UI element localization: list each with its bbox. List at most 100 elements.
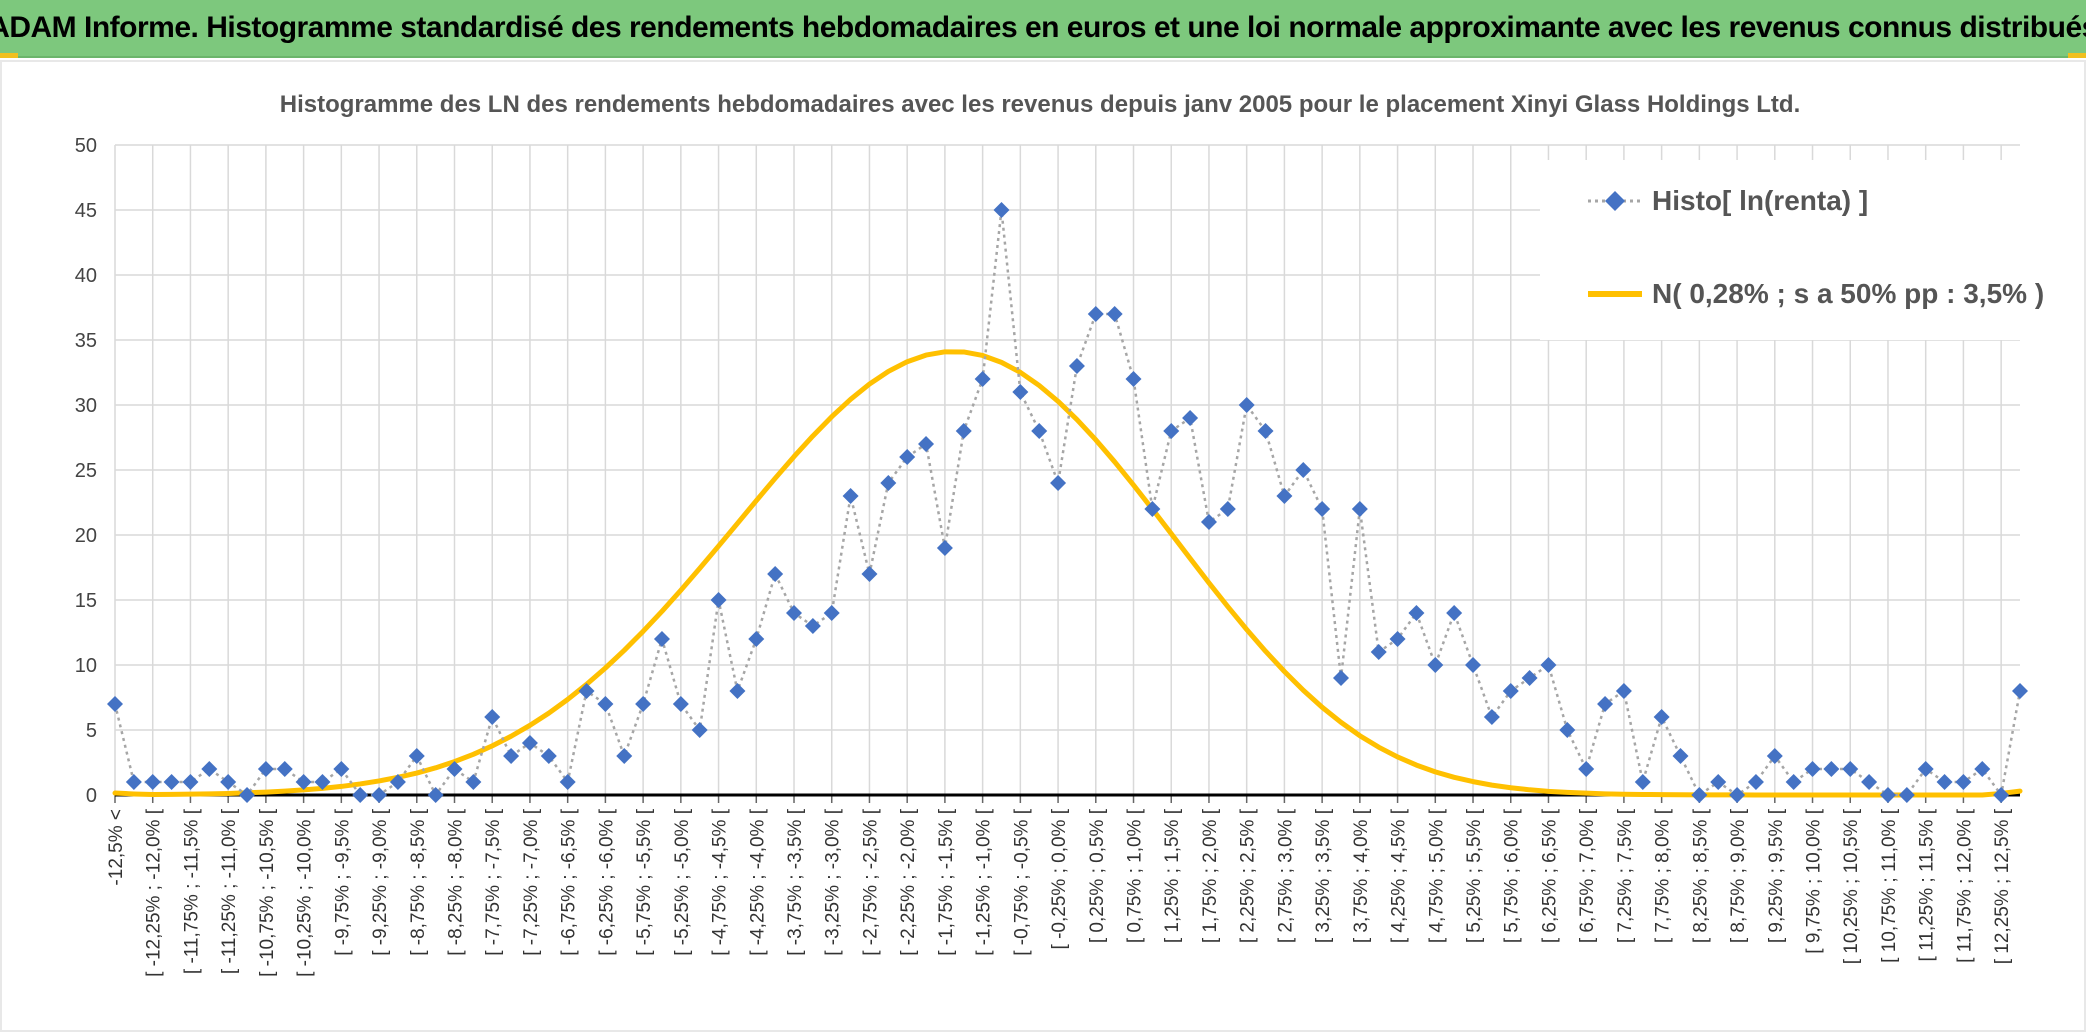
- histo-point: [521, 735, 538, 751]
- histo-point: [710, 592, 727, 608]
- x-tick-label: [ -11,25% ; -11,0% [: [219, 808, 240, 974]
- histo-point: [1389, 631, 1406, 647]
- x-tick-label: [ -4,75% ; -4,5% [: [710, 808, 731, 956]
- x-tick-label: [ -12,25% ; -12,0% [: [144, 808, 165, 977]
- legend-normal-label: N( 0,28% ; s a 50% pp : 3,5% ): [1652, 278, 2044, 309]
- histo-point: [125, 774, 142, 790]
- histo-point: [1729, 787, 1746, 803]
- y-tick-label: 30: [75, 395, 97, 417]
- histo-point: [239, 787, 256, 803]
- report-title: ADAM Informe. Histogramme standardisé de…: [0, 11, 2086, 44]
- histo-point: [1559, 722, 1576, 738]
- histo-point: [767, 566, 784, 582]
- histo-point: [578, 683, 595, 699]
- histo-point: [918, 436, 935, 452]
- x-tick-label: [ 0,75% ; 1,0% [: [1125, 808, 1146, 943]
- histo-point: [1257, 423, 1274, 439]
- histo-point: [1106, 306, 1123, 322]
- histo-point: [880, 475, 897, 491]
- x-tick-label: [ -3,75% ; -3,5% [: [785, 808, 806, 956]
- histo-point: [465, 774, 482, 790]
- histo-point: [1314, 501, 1331, 517]
- histo-point: [1974, 761, 1991, 777]
- x-tick-label: [ 12,25% ; 12,5% [: [1992, 808, 2013, 964]
- histo-point: [1955, 774, 1972, 790]
- y-tick-label: 10: [75, 655, 97, 677]
- x-tick-label: [ -9,75% ; -9,5% [: [332, 808, 353, 956]
- histo-point: [616, 748, 633, 764]
- histo-point: [1540, 657, 1557, 673]
- histo-point: [1238, 397, 1255, 413]
- y-tick-label: 5: [86, 720, 97, 742]
- x-tick-label: [ -7,75% ; -7,5% [: [483, 808, 504, 956]
- x-tick-label: [ -4,25% ; -4,0% [: [747, 808, 768, 956]
- histo-point: [540, 748, 557, 764]
- histo-point: [295, 774, 312, 790]
- y-tick-label: 25: [75, 460, 97, 482]
- x-tick-label: [ 7,75% ; 8,0% [: [1653, 808, 1674, 943]
- histo-point: [1050, 475, 1067, 491]
- histo-point: [389, 774, 406, 790]
- x-axis: -12,5% < [ -12,25% ; -12,0% [[ -11,75% ; …: [106, 793, 2020, 977]
- x-tick-label: [ -0,75% ; -0,5% [: [1011, 808, 1032, 956]
- histo-point: [1087, 306, 1104, 322]
- x-tick-label: [ 4,75% ; 5,0% [: [1426, 808, 1447, 943]
- corner-accent-right: [2068, 53, 2086, 58]
- x-tick-label: [ -9,25% ; -9,0% [: [370, 808, 391, 956]
- histo-point: [2012, 683, 2028, 699]
- histo-point: [1710, 774, 1727, 790]
- grid-lines: [114, 144, 2020, 795]
- histo-point: [1144, 501, 1161, 517]
- histo-point: [1653, 709, 1670, 725]
- x-tick-label: [ 11,75% ; 12,0% [: [1954, 808, 1975, 963]
- histo-point: [446, 761, 463, 777]
- y-tick-label: 20: [75, 525, 97, 547]
- histo-point: [1465, 657, 1482, 673]
- x-tick-label: [ -6,25% ; -6,0% [: [596, 808, 617, 956]
- histo-point: [427, 787, 444, 803]
- histo-point: [503, 748, 520, 764]
- histo-point: [1446, 605, 1463, 621]
- x-tick-label: [ 6,25% ; 6,5% [: [1539, 808, 1560, 943]
- histo-point: [1370, 644, 1387, 660]
- x-tick-label: [ 3,75% ; 4,0% [: [1351, 808, 1372, 943]
- chart-title: Histogramme des LN des rendements hebdom…: [280, 91, 1801, 118]
- histo-point: [1898, 787, 1915, 803]
- y-tick-label: 40: [75, 265, 97, 287]
- corner-accent-left: [0, 53, 18, 58]
- histo-point: [1408, 605, 1425, 621]
- histo-point: [899, 449, 916, 465]
- histo-point: [1842, 761, 1859, 777]
- histo-point: [1219, 501, 1236, 517]
- legend-histo-label: Histo[ ln(renta) ]: [1652, 185, 1868, 216]
- x-tick-label: [ -5,25% ; -5,0% [: [672, 808, 693, 956]
- x-tick-label: [ 2,25% ; 2,5% [: [1238, 808, 1259, 943]
- histo-point: [1427, 657, 1444, 673]
- histo-point: [1861, 774, 1878, 790]
- x-tick-label: [ 10,25% ; 10,5% [: [1841, 808, 1862, 964]
- histo-point: [1597, 696, 1614, 712]
- histo-point: [823, 605, 840, 621]
- histo-point: [1483, 709, 1500, 725]
- x-tick-label: [ 11,25% ; 11,5% [: [1917, 808, 1938, 961]
- histo-point: [1578, 761, 1595, 777]
- histo-point: [1879, 787, 1896, 803]
- histo-point: [804, 618, 821, 634]
- histo-point: [936, 540, 953, 556]
- histo-point: [1502, 683, 1519, 699]
- x-tick-label: [ -7,25% ; -7,0% [: [521, 808, 542, 956]
- histo-point: [276, 761, 293, 777]
- histo-point: [635, 696, 652, 712]
- histo-point: [1672, 748, 1689, 764]
- histo-point: [1634, 774, 1651, 790]
- histo-point: [1993, 787, 2010, 803]
- x-tick-label: [ -3,25% ; -3,0% [: [823, 808, 844, 956]
- x-tick-label: -12,5% <: [106, 809, 127, 886]
- x-tick-label: [ 3,25% ; 3,5% [: [1313, 808, 1334, 943]
- histo-point: [1747, 774, 1764, 790]
- histo-point: [1200, 514, 1217, 530]
- x-tick-label: [ 9,75% ; 10,0% [: [1804, 808, 1825, 953]
- histo-point: [182, 774, 199, 790]
- x-tick-label: [ 5,75% ; 6,0% [: [1502, 808, 1523, 943]
